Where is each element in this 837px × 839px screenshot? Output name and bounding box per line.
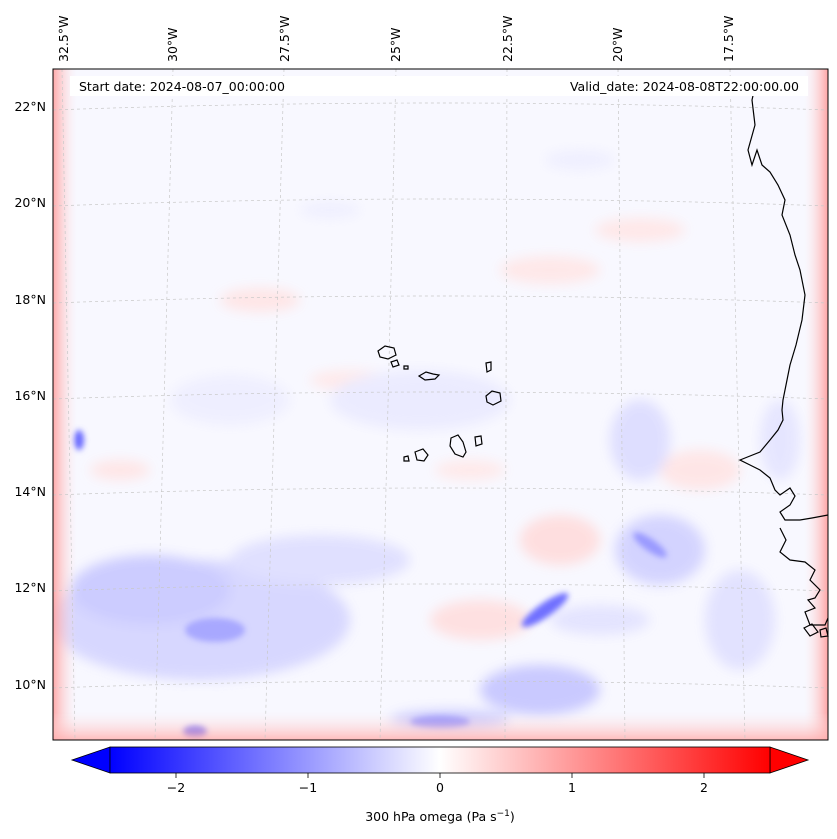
colorbar-tick-label: 1 <box>568 780 576 795</box>
island-maio <box>474 435 483 447</box>
cape-verde-islands <box>377 345 502 462</box>
meridian-line <box>729 69 746 740</box>
omega-field <box>53 69 828 740</box>
longitude-labels: 32.5°W 30°W 27.5°W 25°W 22.5°W 20°W 17.5… <box>56 16 736 62</box>
island-sao-vicente <box>390 359 400 368</box>
parallel-line <box>53 583 828 592</box>
parallel-line <box>53 680 828 689</box>
lon-label-27-5w: 27.5°W <box>277 16 292 62</box>
colorbar-tick-label: 0 <box>436 780 444 795</box>
lon-label-32-5w: 32.5°W <box>56 16 71 62</box>
parallel-line <box>53 487 828 496</box>
lat-label-14n: 14°N <box>14 484 46 499</box>
colorbar-label-close: ) <box>510 809 515 824</box>
colorbar-gradient <box>109 746 771 774</box>
island-fogo <box>414 448 429 462</box>
latitude-labels: 22°N 20°N 18°N 16°N 14°N 12°N 10°N <box>14 99 46 692</box>
graticule <box>53 69 828 740</box>
island-santa-luzia <box>403 365 409 370</box>
map-frame <box>52 68 829 741</box>
meridian-line <box>264 69 285 740</box>
island-brava <box>403 455 410 462</box>
colorbar-tick-label: −2 <box>167 780 185 795</box>
lat-label-20n: 20°N <box>14 195 46 210</box>
parallel-line <box>53 391 828 400</box>
meridian-line <box>504 69 508 740</box>
lon-label-22-5w: 22.5°W <box>500 16 515 62</box>
meridian-line <box>379 69 397 740</box>
guinea-bissau-coast <box>779 527 829 626</box>
african-coastline <box>738 77 829 521</box>
meridian-line <box>154 69 174 740</box>
lon-label-25w: 25°W <box>388 27 403 62</box>
colorbar: −2 −1 0 1 2 300 hPa omega (Pa s−1) <box>70 746 810 824</box>
lon-label-30w: 30°W <box>165 27 180 62</box>
colorbar-label-text: 300 hPa omega (Pa s <box>365 809 496 824</box>
lon-label-17-5w: 17.5°W <box>721 16 736 62</box>
island-sal <box>485 361 492 373</box>
colorbar-ticks: −2 −1 0 1 2 <box>167 773 708 795</box>
island-santiago <box>449 434 467 458</box>
island-boa-vista <box>485 390 502 406</box>
colorbar-label: 300 hPa omega (Pa s−1) <box>365 809 515 824</box>
parallel-line <box>53 198 828 207</box>
parallel-line <box>53 102 828 111</box>
colorbar-tick-label: −1 <box>299 780 317 795</box>
lat-label-10n: 10°N <box>14 677 46 692</box>
island-santo-antao <box>377 345 397 360</box>
date-banner <box>70 76 808 96</box>
lat-label-18n: 18°N <box>14 292 46 307</box>
lat-label-16n: 16°N <box>14 388 46 403</box>
lat-label-22n: 22°N <box>14 99 46 114</box>
colorbar-label-exponent: −1 <box>497 809 510 819</box>
colorbar-extend-low <box>70 746 111 774</box>
colorbar-extend-high <box>769 746 810 774</box>
parallel-line <box>53 295 828 304</box>
island-sao-nicolau <box>417 371 441 381</box>
meridian-line <box>617 69 626 740</box>
lon-label-20w: 20°W <box>610 27 625 62</box>
colorbar-tick-label: 2 <box>700 780 708 795</box>
meridian-line <box>61 69 76 740</box>
valid-date-label: Valid_date: 2024-08-08T22:00:00.00 <box>570 79 799 94</box>
start-date-label: Start date: 2024-08-07_00:00:00 <box>79 79 285 94</box>
lat-label-12n: 12°N <box>14 580 46 595</box>
